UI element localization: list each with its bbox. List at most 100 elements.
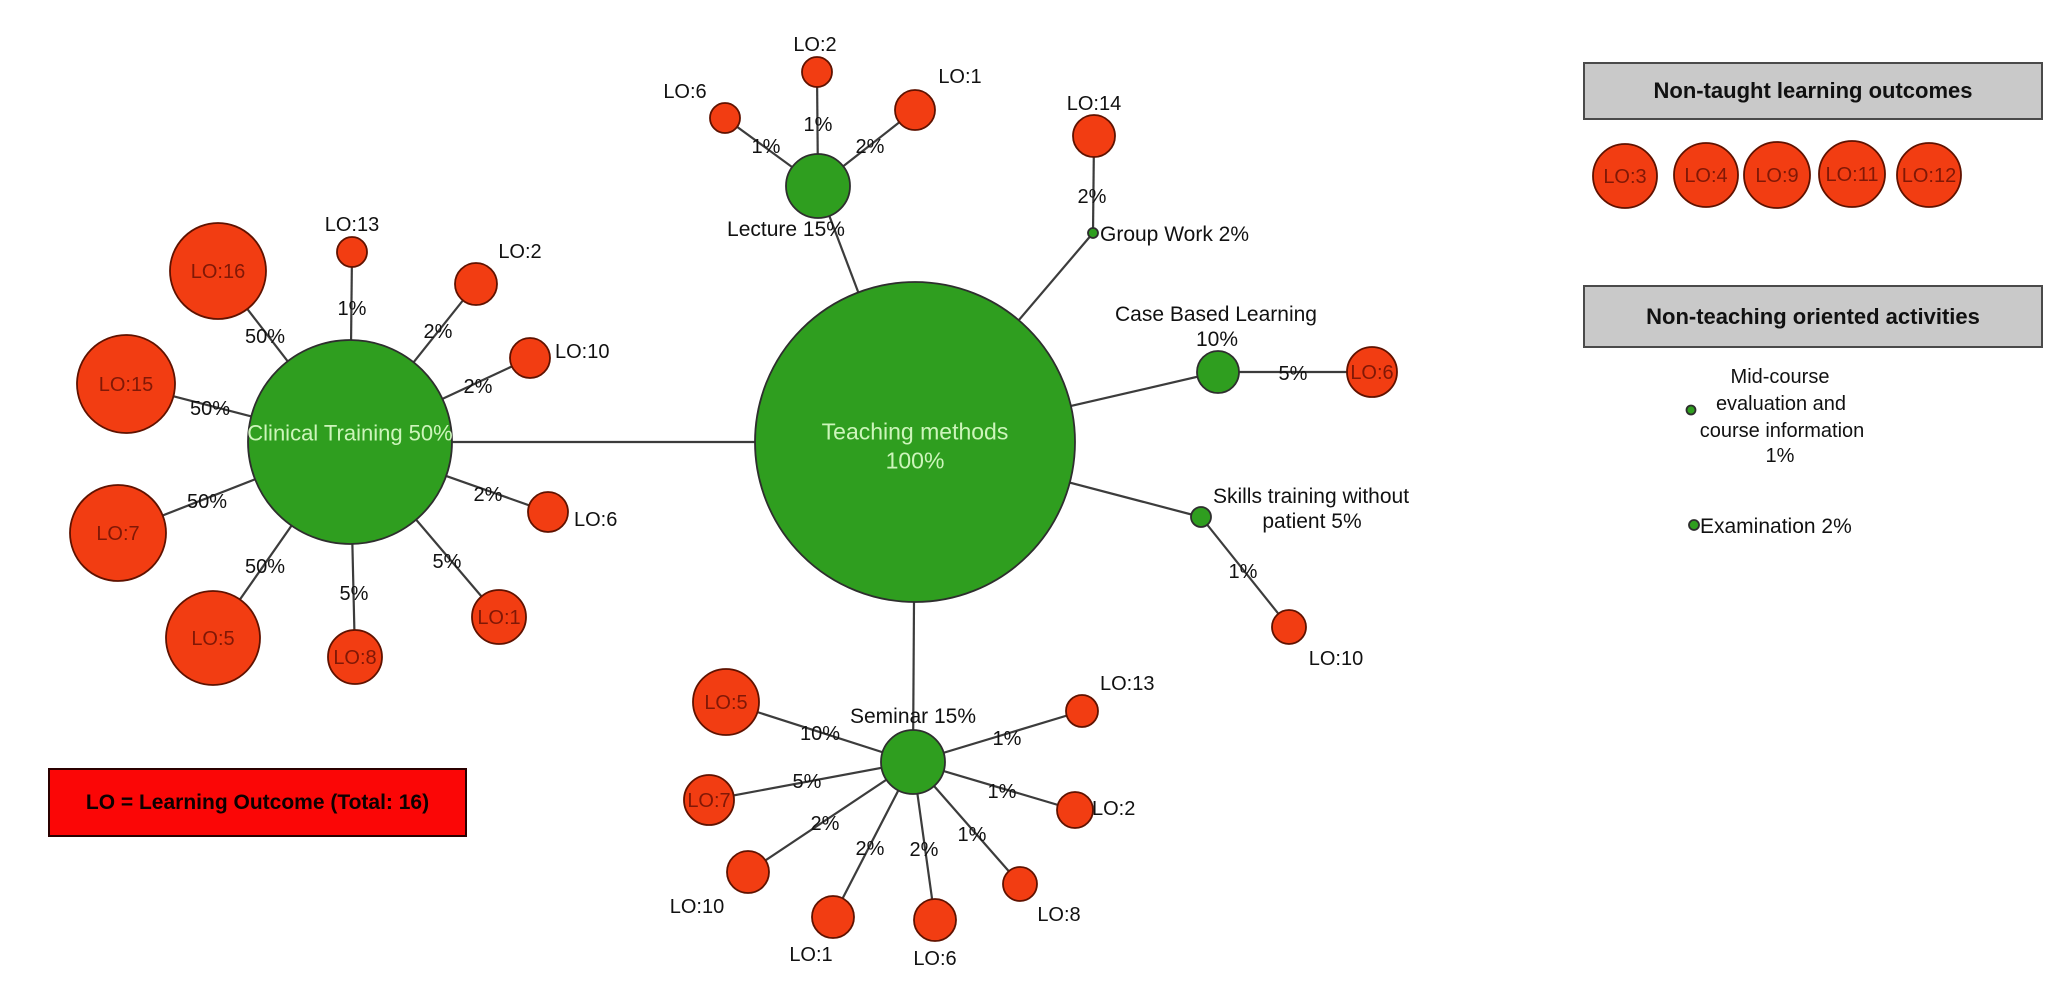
float-label-21: LO:13	[1100, 673, 1154, 695]
node-sem_lo5	[692, 668, 760, 736]
edge-label-lecture-lec_lo6: 1%	[752, 136, 781, 158]
edge-skills-sk_lo10	[1200, 516, 1290, 628]
node-label-ct_lo7: LO:7	[96, 523, 139, 545]
edge-label-cbl-cbl_lo6: 5%	[1279, 363, 1308, 385]
float-label-2: LO:1	[938, 66, 981, 88]
node-lecture	[785, 153, 851, 219]
node-teaching	[754, 281, 1076, 603]
node-p_lo11	[1818, 140, 1886, 208]
node-ct_lo5	[165, 590, 261, 686]
float-label-4: LO:14	[1067, 93, 1121, 115]
float-label-10: LO:10	[1309, 648, 1363, 670]
edge-label-seminar-sem_lo5: 10%	[800, 723, 840, 745]
edge-label-clinical-ct_lo5: 50%	[245, 556, 285, 578]
node-label-ct_lo8: LO:8	[333, 647, 376, 669]
node-label-sem_lo7: LO:7	[687, 790, 730, 812]
edge-label-clinical-ct_lo6: 2%	[474, 484, 503, 506]
node-examdot	[1688, 519, 1700, 531]
float-label-7: 10%	[1196, 328, 1238, 351]
node-ct_lo1	[471, 589, 527, 645]
edge-label-seminar-sem_lo13: 1%	[993, 728, 1022, 750]
node-sem_lo10	[726, 850, 770, 894]
float-label-25: 1%	[1766, 445, 1795, 467]
node-label-sem_lo5: LO:5	[704, 692, 747, 714]
node-sem_lo13	[1065, 694, 1099, 728]
float-label-0: LO:6	[663, 81, 706, 103]
non-taught-outcomes-header: Non-taught learning outcomes	[1583, 62, 2043, 120]
node-label-p_lo9: LO:9	[1755, 165, 1798, 187]
edge-label-clinical-ct_lo16: 50%	[245, 326, 285, 348]
legend-text: LO = Learning Outcome (Total: 16)	[85, 790, 430, 814]
float-label-17: LO:1	[789, 944, 832, 966]
float-label-6: Case Based Learning	[1115, 303, 1317, 326]
node-label-ct_lo15: LO:15	[99, 374, 153, 396]
non-teaching-activities-header: Non-teaching oriented activities	[1583, 285, 2043, 348]
edge-seminar-sem_lo10	[747, 761, 914, 873]
float-label-11: LO:13	[325, 214, 379, 236]
node-label-p_lo12: LO:12	[1902, 165, 1956, 187]
float-label-24: course information	[1700, 420, 1865, 442]
float-label-16: LO:10	[670, 896, 724, 918]
node-gw_lo14	[1072, 114, 1116, 158]
non-taught-outcomes-title: Non-taught learning outcomes	[1653, 78, 1973, 103]
node-groupwork	[1087, 227, 1099, 239]
edge-label-lecture-lec_lo2: 1%	[804, 114, 833, 136]
node-ct_lo7	[69, 484, 167, 582]
edge-seminar-sem_lo7	[708, 760, 914, 802]
float-label-22: Mid-course	[1731, 366, 1830, 388]
node-lec_lo1	[894, 89, 936, 131]
edge-label-clinical-ct_lo7: 50%	[187, 491, 227, 513]
float-label-13: LO:10	[555, 341, 609, 363]
node-p_lo4	[1673, 142, 1739, 208]
edge-label-seminar-sem_lo1: 2%	[856, 838, 885, 860]
edge-label-seminar-sem_lo8: 1%	[958, 824, 987, 846]
node-label-ct_lo1: LO:1	[477, 607, 520, 629]
float-label-23: evaluation and	[1716, 393, 1846, 415]
float-label-18: LO:6	[913, 948, 956, 970]
node-sem_lo6	[913, 898, 957, 942]
node-label-teaching: 100%	[886, 447, 945, 473]
edge-label-clinical-ct_lo8: 5%	[340, 583, 369, 605]
node-label-ct_lo5: LO:5	[191, 628, 234, 650]
edge-label-skills-sk_lo10: 1%	[1229, 561, 1258, 583]
float-label-8: Skills training without	[1213, 485, 1409, 508]
edge-label-groupwork-gw_lo14: 2%	[1078, 186, 1107, 208]
float-label-12: LO:2	[498, 241, 541, 263]
float-label-9: patient 5%	[1262, 510, 1361, 533]
node-ct_lo16	[169, 222, 267, 320]
edge-label-clinical-ct_lo2: 2%	[424, 321, 453, 343]
float-label-5: Group Work 2%	[1100, 223, 1249, 246]
node-label-p_lo3: LO:3	[1603, 166, 1646, 188]
node-sem_lo2	[1056, 791, 1094, 829]
edge-label-clinical-ct_lo13: 1%	[338, 298, 367, 320]
node-p_lo3	[1592, 143, 1658, 209]
float-label-26: Examination 2%	[1700, 515, 1852, 538]
float-label-1: LO:2	[793, 34, 836, 56]
node-lec_lo6	[709, 102, 741, 134]
float-label-19: LO:8	[1037, 904, 1080, 926]
float-label-14: LO:6	[574, 509, 617, 531]
node-skills	[1190, 506, 1212, 528]
node-ct_lo2	[454, 262, 498, 306]
edge-label-seminar-sem_lo2: 1%	[988, 781, 1017, 803]
node-ct_lo10	[509, 337, 551, 379]
node-p_lo12	[1896, 142, 1962, 208]
node-label-clinical: Clinical Training 50%	[247, 421, 452, 446]
edge-label-clinical-ct_lo1: 5%	[433, 551, 462, 573]
node-label-p_lo4: LO:4	[1684, 165, 1727, 187]
node-ct_lo15	[76, 334, 176, 434]
node-sem_lo8	[1002, 866, 1038, 902]
node-ct_lo6	[527, 491, 569, 533]
float-label-20: LO:2	[1092, 798, 1135, 820]
edge-label-seminar-sem_lo10: 2%	[811, 813, 840, 835]
node-label-ct_lo16: LO:16	[191, 261, 245, 283]
edge-label-clinical-ct_lo15: 50%	[190, 398, 230, 420]
node-ct_lo13	[336, 236, 368, 268]
node-sem_lo7	[683, 774, 735, 826]
non-teaching-activities-title: Non-teaching oriented activities	[1646, 303, 1980, 329]
node-label-cbl_lo6: LO:6	[1350, 362, 1393, 384]
node-middot	[1685, 404, 1697, 416]
float-label-3: Lecture 15%	[727, 218, 845, 241]
